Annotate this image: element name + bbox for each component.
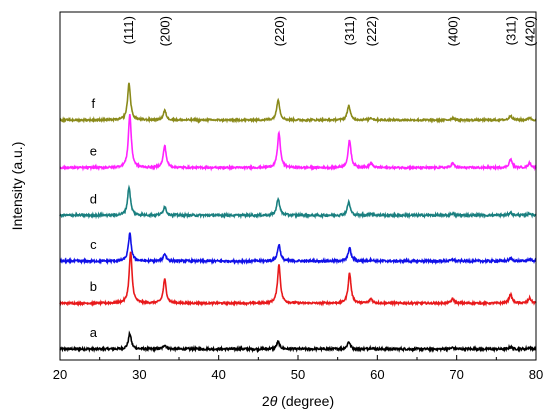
series-line-f (59, 82, 537, 124)
series-line-e (59, 114, 537, 172)
x-tick-label: 70 (449, 367, 463, 382)
y-axis-title: Intensity (a.u.) (9, 142, 25, 231)
x-tick-label: 80 (529, 367, 543, 382)
plot-frame (59, 11, 537, 361)
series-line-b (59, 251, 537, 308)
x-tick-label: 30 (132, 367, 146, 382)
peak-label: (222) (364, 16, 379, 46)
x-tick-label: 50 (291, 367, 305, 382)
series-line-d (59, 184, 537, 220)
x-axis-title-suffix: (degree) (277, 393, 334, 409)
x-axis-title-prefix: 2 (262, 393, 270, 409)
curve-label-b: b (90, 279, 97, 294)
peak-labels: (111) (200) (220) (311) (222) (400) (311) (420) (121, 16, 537, 46)
series-layer (59, 82, 537, 354)
curve-label-a: a (90, 325, 98, 340)
series-line-a (59, 330, 537, 354)
peak-label: (420) (523, 16, 538, 46)
series-line-c (59, 232, 537, 266)
peak-label: (111) (121, 16, 136, 44)
curve-label-f: f (92, 96, 96, 111)
peak-label: (200) (158, 16, 173, 46)
x-tick-label: 40 (211, 367, 225, 382)
curve-label-e: e (90, 144, 97, 159)
x-axis-title: 2θ (degree) (262, 393, 334, 409)
peak-label: (311) (504, 16, 519, 45)
x-tick-label: 20 (53, 367, 67, 382)
peak-label: (400) (446, 16, 461, 46)
peak-label: (311) (342, 16, 357, 45)
x-axis-title-symbol: θ (270, 393, 278, 409)
curve-label-d: d (90, 191, 97, 206)
x-axis-ticks: 20 30 40 50 60 70 80 (53, 355, 543, 382)
x-tick-label: 60 (370, 367, 384, 382)
curve-labels: a b c d e f (90, 96, 98, 340)
curve-label-c: c (90, 237, 97, 252)
peak-label: (220) (272, 16, 287, 46)
